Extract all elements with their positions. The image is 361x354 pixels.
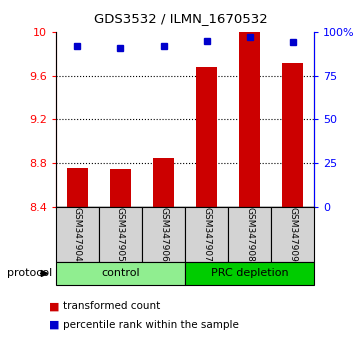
Text: ■: ■: [49, 320, 59, 330]
Text: control: control: [101, 268, 140, 279]
Bar: [282, 63, 303, 207]
Text: GSM347904: GSM347904: [73, 207, 82, 262]
Bar: [196, 67, 217, 207]
Bar: [228, 207, 271, 262]
Bar: [67, 168, 88, 207]
Text: GSM347905: GSM347905: [116, 207, 125, 262]
Bar: [185, 262, 314, 285]
Bar: [56, 262, 185, 285]
Bar: [185, 207, 228, 262]
Text: transformed count: transformed count: [63, 301, 160, 311]
Bar: [142, 207, 185, 262]
Text: GSM347906: GSM347906: [159, 207, 168, 262]
Bar: [239, 32, 260, 207]
Text: GSM347907: GSM347907: [202, 207, 211, 262]
Text: percentile rank within the sample: percentile rank within the sample: [63, 320, 239, 330]
Text: GSM347908: GSM347908: [245, 207, 254, 262]
Text: protocol: protocol: [7, 268, 52, 279]
Bar: [110, 169, 131, 207]
Text: PRC depletion: PRC depletion: [211, 268, 288, 279]
Text: ■: ■: [49, 301, 59, 311]
Text: GDS3532 / ILMN_1670532: GDS3532 / ILMN_1670532: [93, 12, 268, 25]
Bar: [271, 207, 314, 262]
Bar: [56, 207, 99, 262]
Bar: [153, 158, 174, 207]
Text: GSM347909: GSM347909: [288, 207, 297, 262]
Bar: [99, 207, 142, 262]
